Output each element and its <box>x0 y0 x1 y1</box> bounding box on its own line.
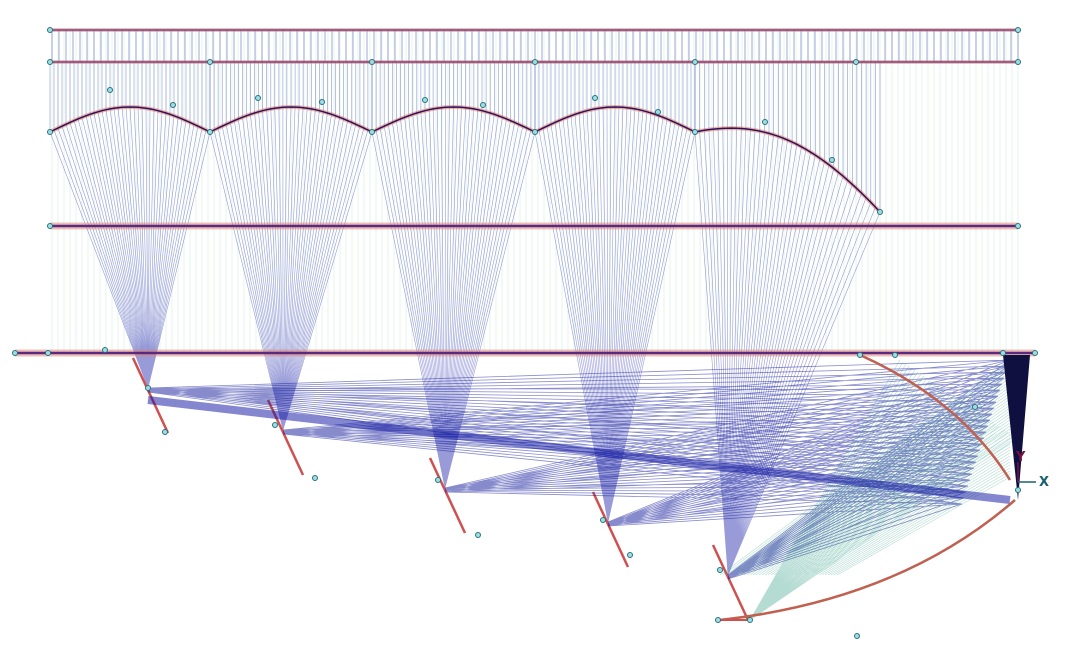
mast <box>131 357 170 434</box>
mast <box>428 457 467 534</box>
back-cables <box>147 359 1011 580</box>
nodes <box>12 27 1039 639</box>
mast <box>591 491 630 568</box>
top-cables <box>51 30 1019 62</box>
fan-cables <box>209 106 373 431</box>
hull-bottom <box>719 499 1016 622</box>
mast <box>711 544 750 621</box>
arch-drops <box>534 62 696 132</box>
hull-tip <box>1003 355 1030 500</box>
arch-core <box>534 106 696 133</box>
hangers <box>51 30 1019 353</box>
arch-core <box>371 106 536 133</box>
arch-drops <box>371 62 536 132</box>
y-axis-label: Y <box>1015 450 1026 465</box>
x-axis-label: X <box>1039 475 1049 490</box>
fan-cables <box>49 106 211 389</box>
arch-drops <box>49 62 211 132</box>
arch-drops <box>694 62 881 212</box>
wireframe <box>12 27 1039 639</box>
fan-cables <box>534 106 696 523</box>
fan-cables <box>371 106 536 489</box>
arch-drops <box>209 62 373 132</box>
arch-core <box>49 106 211 133</box>
axis-gizmo: Y X <box>1015 450 1049 490</box>
arch-core <box>209 106 373 133</box>
hull-edge <box>147 396 1011 504</box>
arch-core <box>694 127 881 213</box>
hull-right <box>859 353 1012 481</box>
